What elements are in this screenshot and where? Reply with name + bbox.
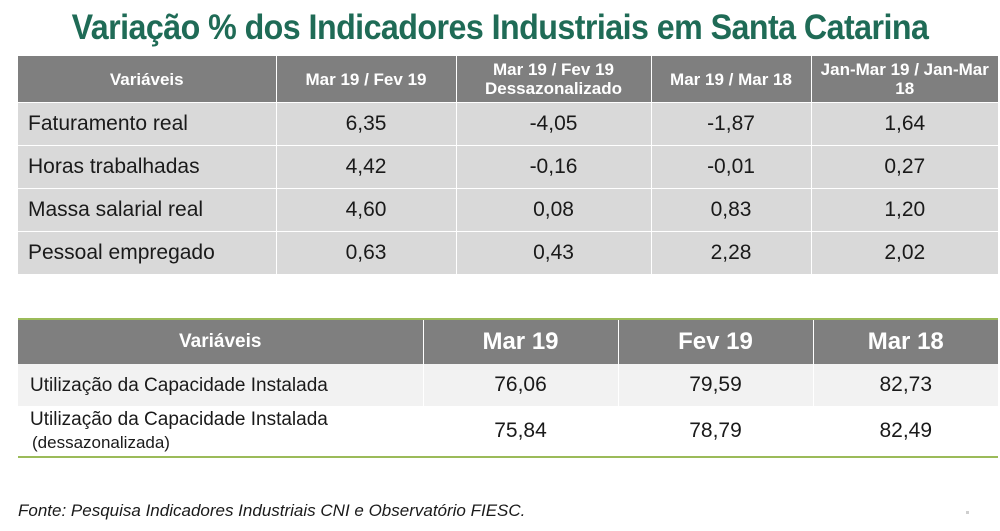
table-cell: 82,73 [813, 364, 998, 406]
table-cell: -4,05 [456, 102, 652, 146]
table-cell: 0,08 [456, 188, 652, 232]
table-header-row: Variáveis Mar 19 Fev 19 Mar 18 [18, 319, 998, 364]
page-title: Variação % dos Indicadores Industriais e… [71, 8, 929, 47]
capacity-utilization-table: Variáveis Mar 19 Fev 19 Mar 18 Utilizaçã… [18, 318, 998, 458]
column-header: Fev 19 [618, 319, 814, 364]
row-label: Pessoal empregado [18, 231, 277, 274]
decorative-dot [966, 511, 969, 514]
column-header: Variáveis [18, 319, 424, 364]
row-label-text: Utilização da Capacidade Instalada [30, 374, 328, 396]
row-label: Faturamento real [18, 102, 277, 146]
row-sublabel: (dessazonalizada) [32, 433, 170, 452]
column-header: Jan-Mar 19 / Jan-Mar 18 [811, 56, 998, 103]
table-row: Utilização da Capacidade Instalada (dess… [18, 406, 998, 457]
source-note: Fonte: Pesquisa Indicadores Industriais … [18, 501, 526, 520]
column-header: Variáveis [18, 56, 277, 103]
column-header: Mar 19 [423, 319, 619, 364]
column-header: Mar 19 / Fev 19 [276, 56, 457, 103]
row-label: Massa salarial real [18, 188, 277, 232]
indicators-variation-table: Variáveis Mar 19 / Fev 19 Mar 19 / Fev 1… [18, 56, 998, 274]
table-cell: 4,42 [276, 145, 457, 189]
row-label: Horas trabalhadas [18, 145, 277, 189]
table-cell: -1,87 [651, 102, 812, 146]
table-cell: 1,64 [811, 102, 998, 146]
table-cell: 2,02 [811, 231, 998, 274]
table-cell: 0,63 [276, 231, 457, 274]
table-row: Pessoal empregado 0,63 0,43 2,28 2,02 [18, 231, 998, 274]
table-cell: 79,59 [618, 364, 814, 406]
column-header: Mar 19 / Fev 19 Dessazonalizado [456, 56, 652, 103]
table-cell: 0,83 [651, 188, 812, 232]
table-row: Utilização da Capacidade Instalada 76,06… [18, 364, 998, 406]
table-cell: 82,49 [813, 406, 998, 457]
table-row: Massa salarial real 4,60 0,08 0,83 1,20 [18, 188, 998, 232]
table-cell: -0,01 [651, 145, 812, 189]
table-cell: -0,16 [456, 145, 652, 189]
table-cell: 6,35 [276, 102, 457, 146]
row-label: Utilização da Capacidade Instalada [18, 364, 424, 406]
table-cell: 0,43 [456, 231, 652, 274]
table-cell: 75,84 [423, 406, 619, 457]
column-header: Mar 19 / Mar 18 [651, 56, 812, 103]
row-label-text: Utilização da Capacidade Instalada [30, 409, 328, 430]
column-header: Mar 18 [813, 319, 998, 364]
table-cell: 2,28 [651, 231, 812, 274]
table-row: Horas trabalhadas 4,42 -0,16 -0,01 0,27 [18, 145, 998, 189]
table-cell: 4,60 [276, 188, 457, 232]
table-row: Faturamento real 6,35 -4,05 -1,87 1,64 [18, 102, 998, 146]
row-label: Utilização da Capacidade Instalada (dess… [18, 406, 424, 457]
table-cell: 78,79 [618, 406, 814, 457]
table-cell: 1,20 [811, 188, 998, 232]
table-cell: 76,06 [423, 364, 619, 406]
table-cell: 0,27 [811, 145, 998, 189]
table-header-row: Variáveis Mar 19 / Fev 19 Mar 19 / Fev 1… [18, 56, 998, 103]
